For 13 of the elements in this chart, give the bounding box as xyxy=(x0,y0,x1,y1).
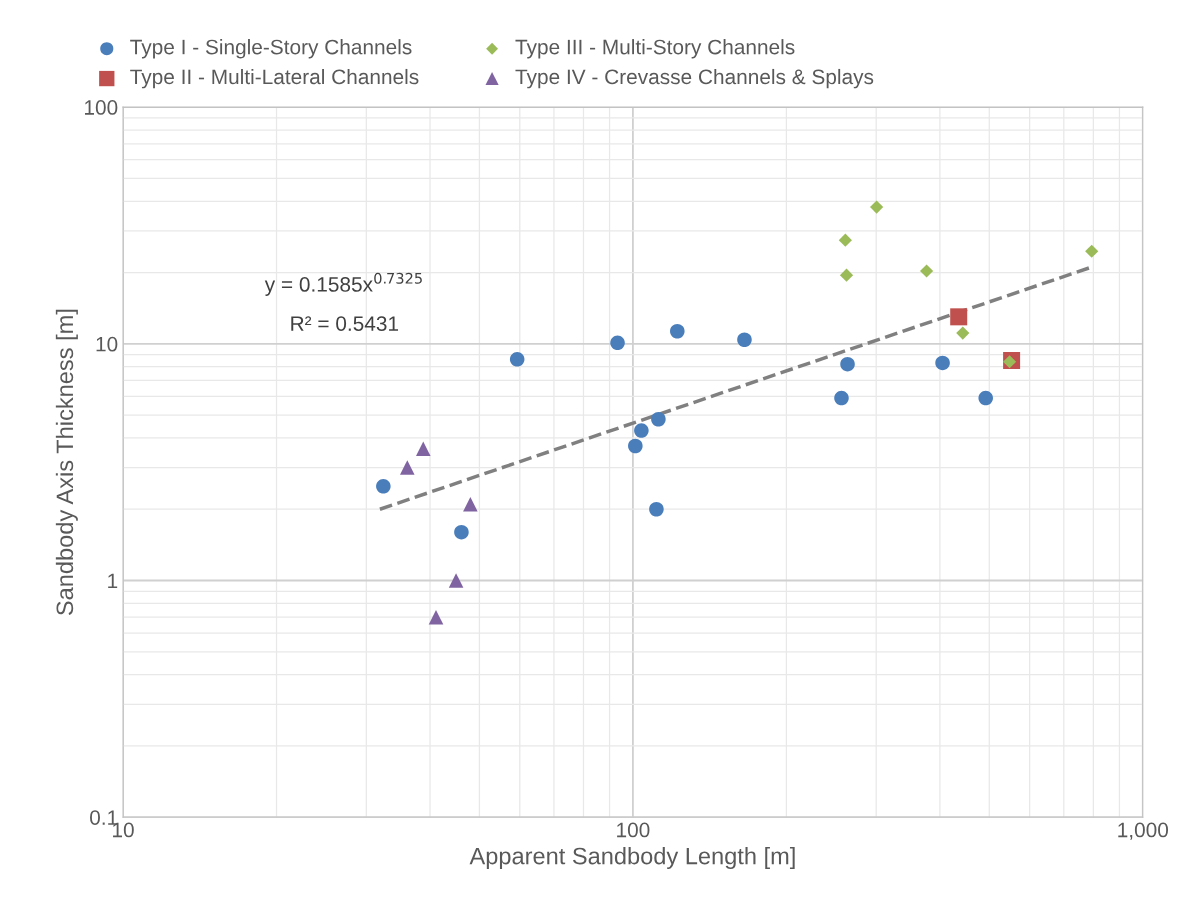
x-tick-label: 1,000 xyxy=(1118,822,1169,840)
legend-label: Type I - Single-Story Channels xyxy=(130,39,412,59)
legend-label: Type III - Multi-Story Channels xyxy=(515,39,795,59)
legend-label: Type II - Multi-Lateral Channels xyxy=(130,68,419,89)
y-axis-title: Sandbody Axis Thickness [m] xyxy=(55,309,78,616)
y-tick-label: 10 xyxy=(96,336,118,352)
x-axis-title: Apparent Sandbody Length [m] xyxy=(469,847,795,870)
y-tick-label: 100 xyxy=(85,100,118,115)
annotation: y = 0.1585x$^{0.7325}$ xyxy=(264,272,422,296)
annotation: R² = 0.5431 xyxy=(291,316,399,331)
x-tick-label: 100 xyxy=(617,822,650,838)
legend-label: Type IV - Crevasse Channels & Splays xyxy=(515,68,874,89)
y-tick-label: 1 xyxy=(108,573,118,589)
